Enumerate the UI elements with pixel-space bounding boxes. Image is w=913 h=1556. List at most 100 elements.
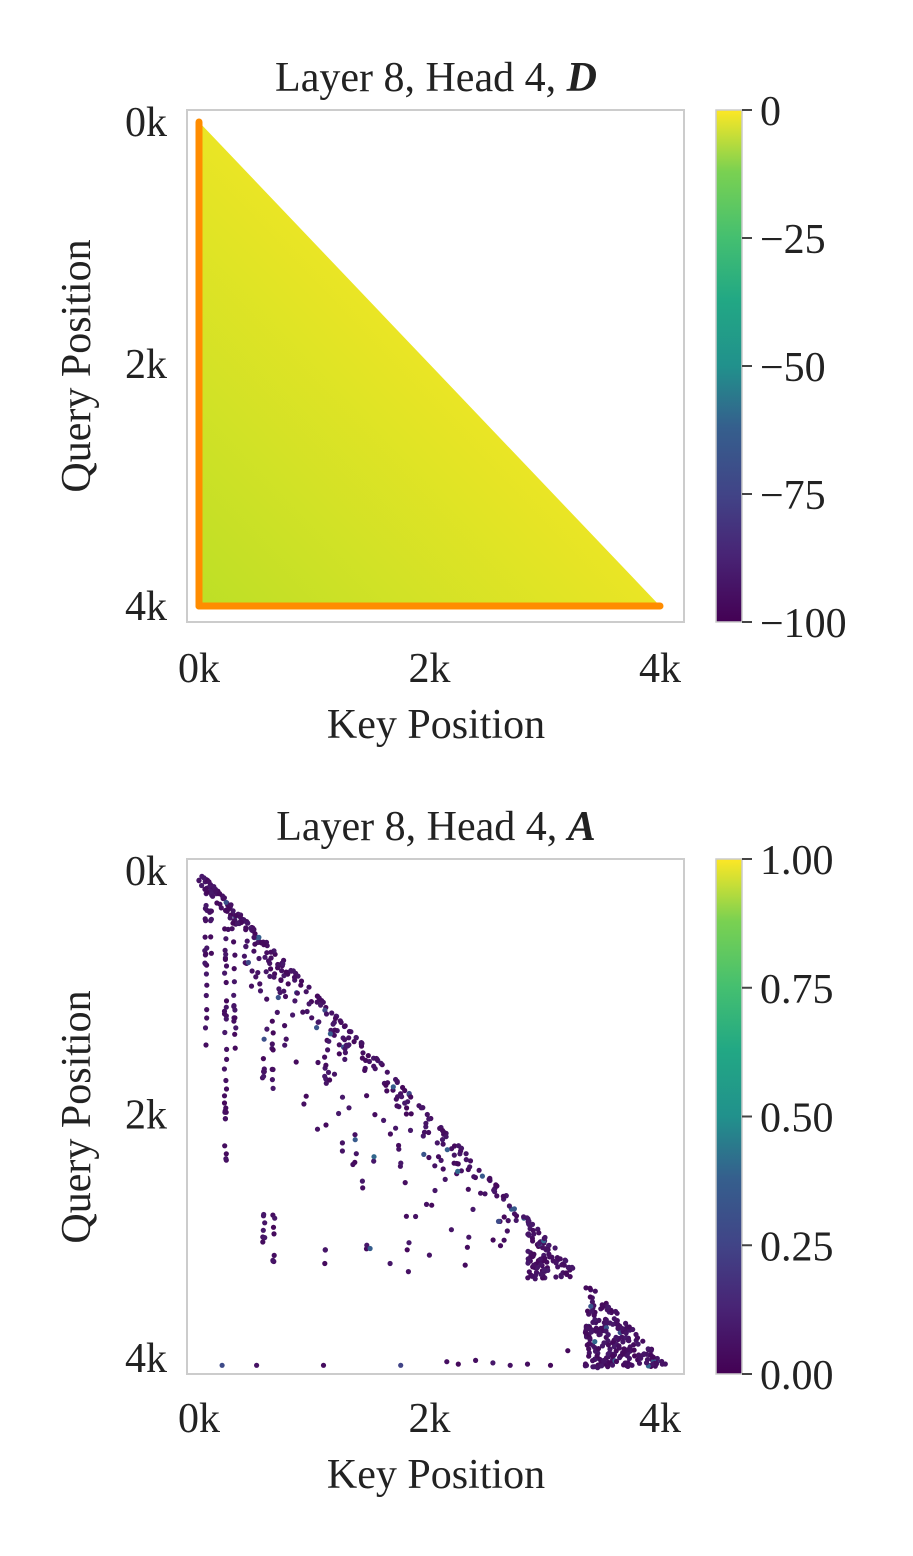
scatter-point [398,1160,404,1166]
scatter-point [327,1077,333,1083]
scatter-point [426,1252,432,1258]
scatter-point [426,1116,432,1122]
scatter-point [285,981,291,987]
scatter-point [463,1157,469,1163]
scatter-point [222,970,228,976]
scatter-point [557,1256,563,1262]
scatter-point [229,926,235,932]
heatmap-triangle [199,122,660,606]
scatter-point [218,905,224,911]
scatter-point [224,1056,230,1062]
scatter-point [611,1316,617,1322]
scatter-point [264,950,270,956]
scatter-point [619,1325,625,1332]
scatter-point [360,1185,366,1191]
scatter-point [270,1085,276,1091]
scatter-point [438,1157,444,1163]
scatter-point [432,1187,438,1194]
scatter-point [451,1143,458,1149]
scatter-point [269,1077,275,1083]
scatter-point [221,1066,227,1072]
scatter-point [408,1111,414,1117]
scatter-point [251,934,257,941]
scatter-point [588,1329,595,1335]
scatter-point [204,1007,210,1013]
scatter-point [231,966,237,972]
scatter-point [530,1238,536,1244]
scatter-point [387,1260,393,1267]
scatter-point [605,1342,612,1348]
scatter-point [546,1243,552,1249]
scatter-point [223,998,230,1004]
scatter-point [542,1246,548,1252]
scatter-point [561,1262,567,1268]
scatter-point [402,1180,408,1186]
scatter-point [256,934,262,941]
scatter-point [565,1348,571,1354]
colorbar-tick-label: 0.50 [760,1096,834,1142]
scatter-point [408,1094,414,1100]
scatter-point [359,1040,365,1046]
scatter-point [494,1193,500,1199]
scatter-point [337,1018,343,1024]
scatter-point [623,1330,629,1336]
scatter-point [585,1326,591,1332]
scatter-point [631,1347,637,1353]
scatter-point [563,1258,569,1264]
scatter-point [440,1141,446,1147]
scatter-point [275,965,281,971]
scatter-point [244,938,250,944]
scatter-point [352,1132,358,1138]
scatter-point [231,1003,237,1010]
scatter-point [482,1191,488,1197]
scatter-point [219,1362,225,1368]
y-tick-label: 0k [125,100,167,146]
scatter-point [254,1362,260,1368]
scatter-point [432,1163,438,1169]
scatter-point [424,1111,430,1118]
chart-d-y-ticks: 0k 2k 4k [125,100,167,630]
chart-a-plot-frame [186,858,685,1375]
scatter-point [616,1343,622,1349]
x-tick-label: 0k [178,646,220,692]
scatter-point [626,1324,632,1330]
scatter-point [231,992,237,998]
scatter-point [636,1360,643,1366]
scatter-point [640,1338,646,1344]
scatter-point [223,1077,229,1084]
scatter-point [234,920,241,927]
scatter-point [353,1151,359,1157]
y-tick-label: 2k [125,342,167,388]
scatter-point [271,1231,277,1237]
scatter-point [274,1009,280,1016]
scatter-point [275,994,281,1001]
scatter-point [298,982,304,988]
scatter-point [625,1347,631,1353]
scatter-point [241,953,247,959]
scatter-point [501,1214,507,1220]
chart-a-colorbar [715,858,743,1375]
y-tick-label: 0k [125,849,167,895]
scatter-point [342,1056,348,1062]
scatter-point [439,1137,446,1143]
scatter-point [399,1094,405,1100]
y-tick-label: 4k [125,584,167,630]
scatter-point [371,1158,377,1164]
scatter-point [204,1015,210,1021]
scatter-point [582,1361,589,1367]
scatter-point [208,916,214,922]
colorbar-tick-label: 1.00 [760,838,834,884]
scatter-point [261,942,267,948]
scatter-point [261,1211,267,1218]
scatter-point [511,1206,517,1212]
scatter-point [402,1100,408,1106]
scatter-point [610,1321,616,1327]
scatter-point [262,1220,268,1226]
scatter-point [622,1360,628,1366]
scatter-point [346,1105,352,1111]
scatter-point [384,1088,390,1094]
scatter-point [429,1202,435,1208]
scatter-point [210,893,216,899]
scatter-point [233,1025,239,1031]
scatter-point [339,1140,345,1146]
